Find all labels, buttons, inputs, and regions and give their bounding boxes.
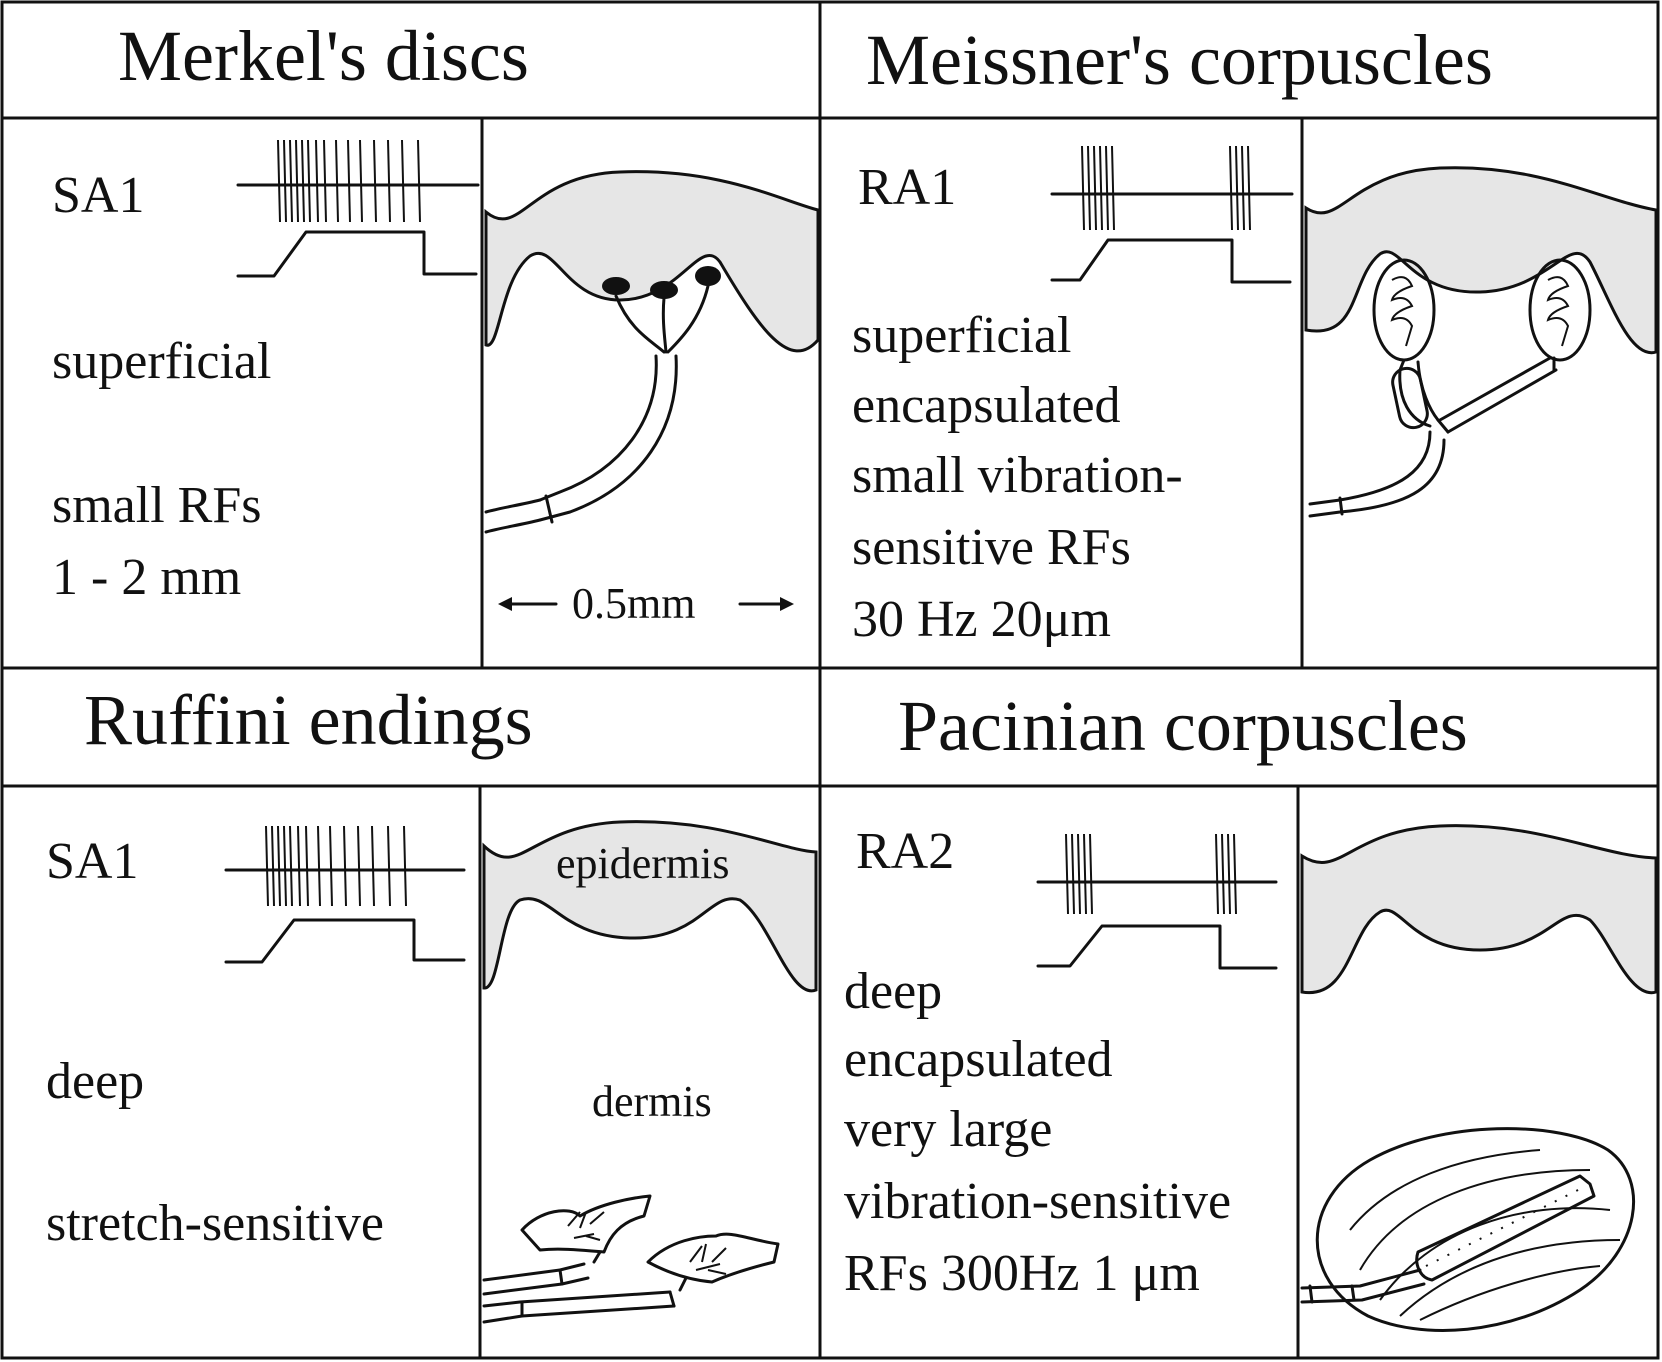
panel-meissner: Meissner's corpuscles RA1 superficial en…: [852, 20, 1658, 648]
ruffini-illustration: epidermis dermis: [482, 820, 818, 1324]
spike-train: [1036, 833, 1278, 915]
description-line-2: encapsulated: [852, 377, 1121, 434]
stimulus-trace: [224, 918, 466, 964]
receptor-type-label: RA1: [858, 159, 956, 216]
description-line-4: vibration-sensitive: [844, 1173, 1231, 1230]
stimulus-trace: [1036, 924, 1278, 970]
depth-text: superficial: [52, 333, 271, 390]
pacinian-illustration: [1300, 824, 1658, 1332]
receptor-type-label: SA1: [46, 833, 138, 890]
dermis-label: dermis: [592, 1077, 712, 1126]
scale-bar: 0.5mm: [498, 579, 794, 628]
depth-text: deep: [46, 1053, 144, 1110]
panel-pacinian: Pacinian corpuscles RA2 deep encapsulate…: [844, 686, 1658, 1332]
epidermis-label: epidermis: [556, 839, 730, 888]
description-line-1: superficial: [852, 307, 1071, 364]
merkel-illustration: 0.5mm: [484, 170, 820, 628]
stimulus-trace: [1050, 238, 1292, 284]
panel-title: Ruffini endings: [84, 680, 533, 760]
spike-train: [1050, 145, 1294, 231]
panel-title: Meissner's corpuscles: [866, 20, 1493, 100]
receptor-type-label: RA2: [856, 823, 954, 880]
stimulus-trace: [236, 230, 478, 278]
property-text: stretch-sensitive: [46, 1195, 384, 1252]
description-line-2: encapsulated: [844, 1031, 1113, 1088]
panel-title: Merkel's discs: [118, 16, 529, 96]
description-line-1: deep: [844, 963, 942, 1020]
description-line-5: RFs 300Hz 1 μm: [844, 1245, 1200, 1302]
panel-merkel: Merkel's discs SA1 superficial small RFs…: [52, 16, 820, 628]
description-line-3: very large: [844, 1101, 1052, 1158]
receptor-type-label: SA1: [52, 167, 144, 224]
description-line-5: 30 Hz 20μm: [852, 591, 1111, 648]
panel-title: Pacinian corpuscles: [898, 686, 1468, 766]
spike-train: [236, 139, 480, 223]
scale-label: 0.5mm: [572, 579, 695, 628]
description-line-3: small vibration-: [852, 447, 1183, 504]
panel-ruffini: Ruffini endings SA1 deep stretch-sensiti…: [46, 680, 818, 1324]
spike-train: [224, 825, 466, 907]
meissner-illustration: [1304, 166, 1658, 518]
rf-size-text: 1 - 2 mm: [52, 549, 241, 606]
description-line-4: sensitive RFs: [852, 519, 1131, 576]
rf-text: small RFs: [52, 477, 262, 534]
